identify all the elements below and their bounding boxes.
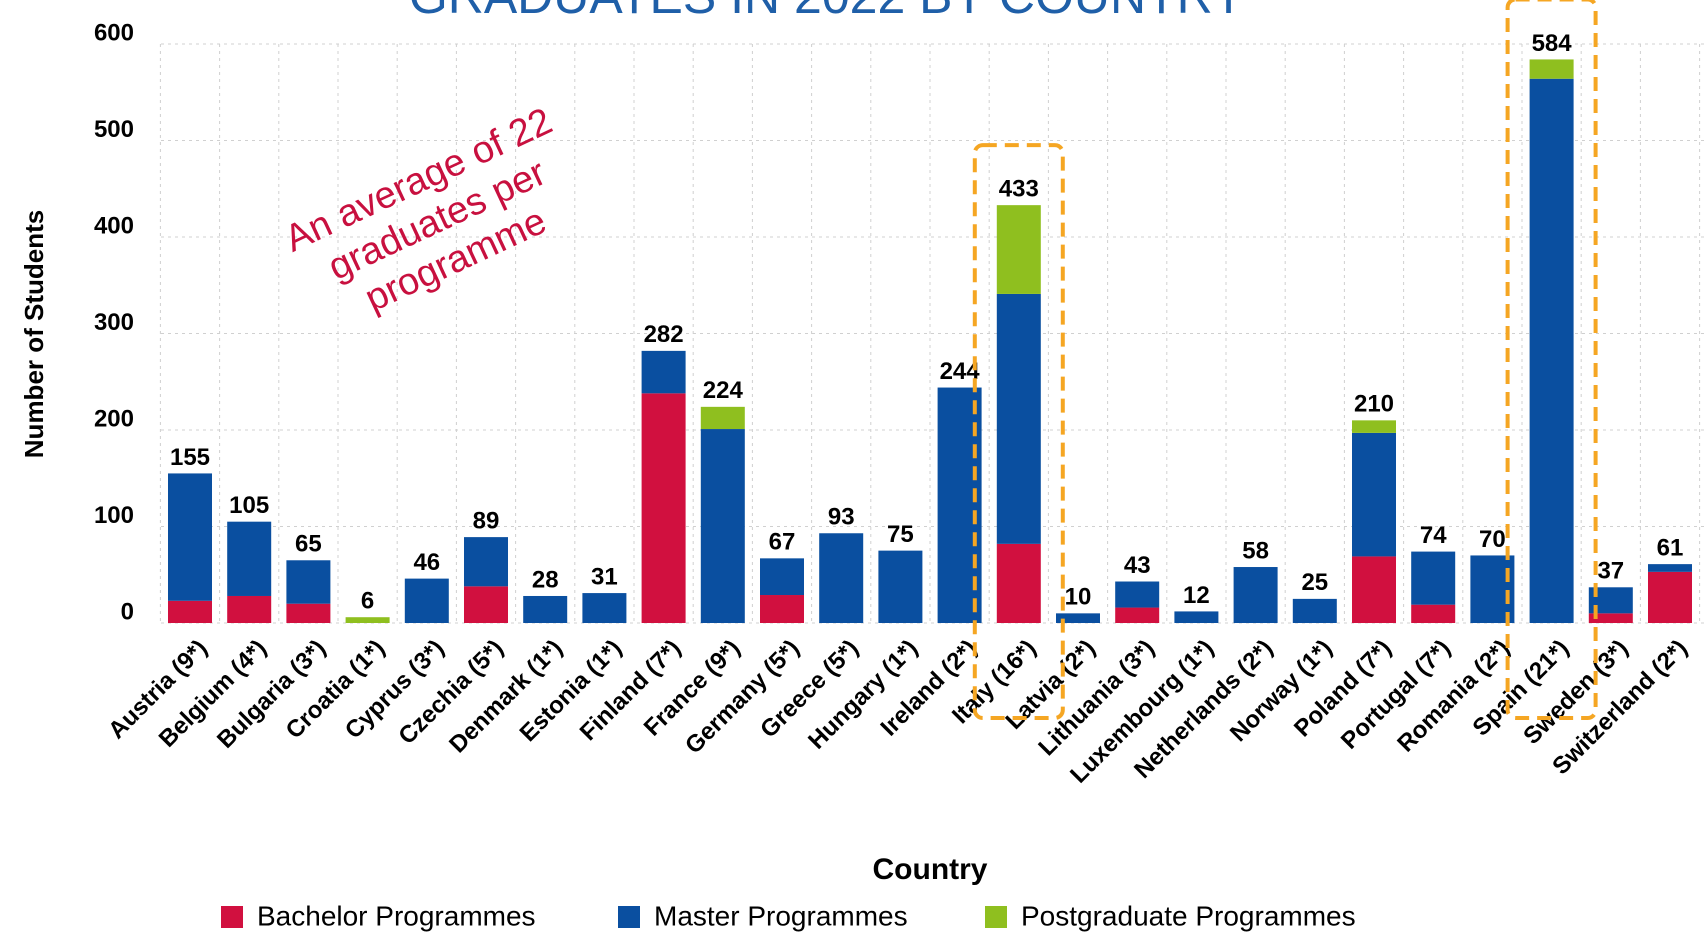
- data-label: 65: [295, 531, 322, 558]
- data-label: 61: [1657, 534, 1684, 561]
- y-tick-label: 200: [94, 405, 134, 432]
- bar-segment: [1056, 613, 1100, 623]
- bar-segment: [1174, 611, 1219, 623]
- data-label: 210: [1354, 391, 1394, 418]
- y-tick-label: 100: [94, 502, 134, 529]
- data-label: 31: [591, 563, 618, 590]
- bar-segment: [523, 595, 568, 623]
- bar-segment: [1233, 567, 1278, 623]
- y-tick-label: 500: [94, 116, 134, 143]
- bar-segment: [464, 586, 508, 623]
- bar-segment: [996, 543, 1041, 623]
- bar-segment: [1648, 564, 1692, 572]
- bar-segment: [1115, 581, 1160, 608]
- data-label: 28: [532, 566, 559, 593]
- data-label: 282: [644, 321, 684, 348]
- bar-segment: [345, 617, 390, 623]
- bar-segment: [1529, 59, 1574, 79]
- legend-label: Postgraduate Programmes: [1021, 900, 1356, 931]
- bar-segment: [227, 595, 272, 623]
- highlight-box: [1505, 0, 1598, 720]
- data-label: 43: [1124, 552, 1151, 579]
- data-label: 70: [1479, 526, 1506, 553]
- bar-segment: [1115, 607, 1160, 623]
- bar-segment: [760, 595, 804, 623]
- legend-label: Bachelor Programmes: [257, 900, 536, 931]
- bar-segment: [700, 406, 745, 430]
- bar-segment: [227, 521, 272, 596]
- bar-segment: [1352, 420, 1396, 433]
- data-label: 93: [828, 504, 855, 531]
- legend-label: Master Programmes: [654, 900, 908, 931]
- bar-segment: [582, 593, 627, 623]
- x-axis-title: Country: [873, 853, 988, 886]
- y-tick-label: 400: [94, 212, 134, 239]
- y-tick-label: 600: [94, 19, 134, 46]
- data-label: 105: [229, 492, 269, 519]
- bar-segment: [286, 603, 331, 623]
- data-label: 10: [1065, 584, 1092, 611]
- bar-segment: [996, 293, 1041, 544]
- bar-segment: [760, 558, 804, 596]
- bar-segment: [641, 393, 686, 623]
- bar-segment: [996, 205, 1041, 294]
- data-label: 12: [1183, 582, 1210, 609]
- bar-segment: [1588, 613, 1633, 623]
- bar-segment: [641, 350, 686, 394]
- data-label: 6: [361, 588, 374, 615]
- bar-segment: [1411, 604, 1456, 623]
- bar-segment: [878, 550, 923, 623]
- data-label: 58: [1242, 537, 1269, 564]
- data-label: 25: [1301, 569, 1328, 596]
- chart-title: GRADUATES IN 2022 BY COUNTRY: [409, 0, 1245, 24]
- legend-swatch: [985, 906, 1007, 928]
- bar-segment: [1292, 598, 1337, 623]
- data-label: 433: [999, 175, 1039, 202]
- data-label: 67: [769, 529, 796, 556]
- y-tick-label: 0: [121, 598, 134, 625]
- data-label: 75: [887, 521, 914, 548]
- highlight-box: [972, 143, 1065, 720]
- legend-swatch: [618, 906, 640, 928]
- y-axis-title: Number of Students: [19, 210, 49, 458]
- bar-segment: [1411, 551, 1456, 605]
- data-label: 224: [703, 377, 744, 404]
- data-label: 584: [1532, 30, 1573, 57]
- bar-segment: [1470, 555, 1515, 623]
- bar-segment: [700, 429, 745, 623]
- data-label: 46: [413, 549, 440, 576]
- bar-segment: [1529, 78, 1574, 624]
- data-label: 37: [1597, 558, 1624, 585]
- legend-swatch: [221, 906, 243, 928]
- bar-segment: [168, 600, 212, 623]
- data-label: 74: [1420, 522, 1447, 549]
- data-label: 89: [473, 507, 500, 534]
- bar-segment: [404, 578, 449, 623]
- bar-segment: [1352, 432, 1396, 557]
- y-tick-label: 300: [94, 309, 134, 336]
- bar-segment: [464, 537, 508, 587]
- data-label: 155: [170, 444, 210, 471]
- bar-segment: [168, 473, 212, 601]
- bar-segment: [1648, 571, 1692, 623]
- bar-segment: [1352, 556, 1396, 623]
- bar-segment: [819, 533, 864, 623]
- bar-segment: [286, 560, 331, 604]
